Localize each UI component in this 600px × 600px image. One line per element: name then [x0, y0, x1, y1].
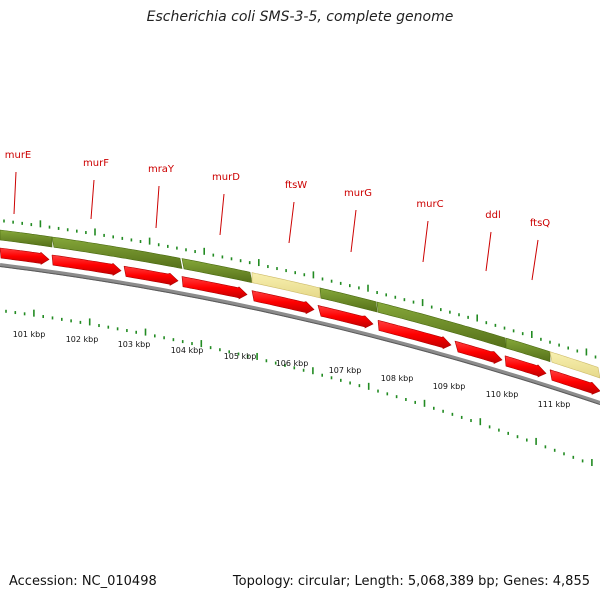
gene-leader-line	[350, 209, 357, 253]
gene-band-track	[0, 229, 600, 379]
gene-arrow	[51, 254, 122, 276]
kbp-label: 108 kbp	[381, 374, 414, 383]
kbp-label: 102 kbp	[66, 335, 99, 344]
genome-backbone	[0, 263, 600, 405]
kbp-label: 104 kbp	[171, 346, 204, 355]
kbp-label: 110 kbp	[486, 390, 519, 399]
gene-label-murG: murG	[344, 188, 372, 199]
gene-arrow	[377, 320, 452, 350]
gene-leader-line	[155, 185, 160, 229]
gene-band-green	[51, 236, 183, 269]
gene-arrow	[454, 340, 503, 364]
gene-arrow	[504, 355, 547, 378]
kbp-label: 106 kbp	[276, 359, 309, 368]
gene-label-mraY: mraY	[148, 164, 175, 175]
gene-arrow	[549, 369, 600, 395]
gene-arrow	[251, 290, 315, 315]
gene-arrow	[181, 276, 248, 300]
kbp-label: 107 kbp	[329, 366, 362, 375]
gene-label-ddl: ddl	[485, 210, 500, 221]
gene-arrow	[123, 265, 179, 286]
tick-marks-upper	[3, 219, 597, 359]
gene-label-murD: murD	[212, 172, 240, 183]
kbp-labels: 101 kbp 102 kbp 103 kbp 104 kbp 105 kbp 106 k…	[13, 330, 571, 409]
gene-label-ftsQ: ftsQ	[530, 218, 550, 229]
gene-band-yellow	[549, 351, 600, 379]
gene-leader-line	[90, 179, 95, 220]
gene-label-murC: murC	[416, 199, 443, 210]
kbp-label: 111 kbp	[538, 400, 571, 409]
accession-text: Accession: NC_010498	[9, 574, 157, 589]
gene-band-green	[0, 229, 53, 248]
kbp-label: 103 kbp	[118, 340, 151, 349]
gene-label-murF: murF	[83, 158, 109, 169]
gene-label-murE: murE	[5, 150, 32, 161]
gene-band-yellow	[251, 272, 321, 299]
gene-leader-line	[422, 220, 429, 263]
tick-marks-lower	[5, 309, 593, 467]
gene-band-green	[319, 287, 378, 313]
gene-leader-line	[485, 231, 492, 272]
gene-leader-line	[13, 171, 17, 215]
kbp-label: 109 kbp	[433, 382, 466, 391]
gene-leader-line	[531, 239, 539, 281]
page-title: Escherichia coli SMS-3-5, complete genom…	[146, 9, 454, 25]
gene-leader-line	[288, 201, 295, 244]
gene-arrow	[0, 247, 50, 265]
gene-arrow	[317, 305, 374, 329]
genome-summary-text: Topology: circular; Length: 5,068,389 bp…	[232, 574, 590, 589]
gene-labels: murE murF mraY murD ftsW murG murC ddl ftsQ	[5, 150, 550, 281]
kbp-label: 101 kbp	[13, 330, 46, 339]
gene-leader-line	[219, 193, 225, 236]
gene-label-ftsW: ftsW	[285, 180, 307, 191]
gene-band-green	[505, 337, 551, 363]
kbp-label: 105 kbp	[224, 352, 257, 361]
gene-arrow-track	[0, 247, 600, 395]
